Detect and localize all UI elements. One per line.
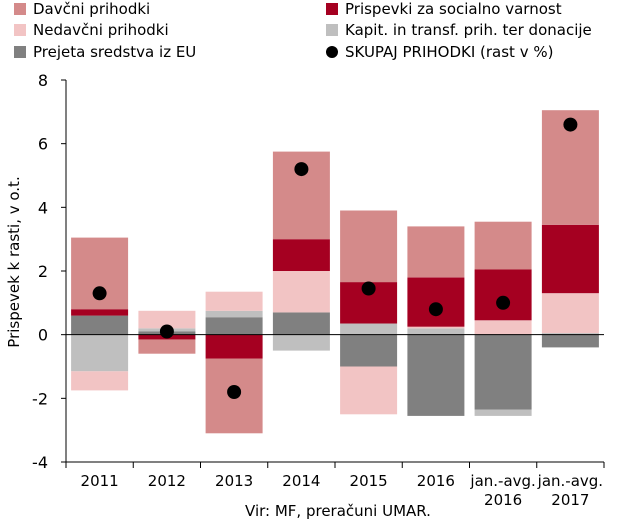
bar-segment (474, 409, 532, 416)
x-tick-label: 2015 (350, 472, 388, 490)
legend-label: Prejeta sredstva iz EU (33, 43, 196, 61)
bar-segment (272, 239, 330, 271)
bar-segment (340, 210, 398, 283)
bar-segment (541, 334, 599, 348)
x-tick-label: 2016 (417, 472, 455, 490)
x-tick-label: 2012 (148, 472, 186, 490)
legend-swatch (14, 24, 26, 36)
y-tick-label: 6 (38, 135, 48, 154)
bar-segment (205, 317, 263, 335)
x-tick-label: jan.-avg. (537, 472, 603, 490)
bar-segment (205, 334, 263, 359)
bar-segment (474, 320, 532, 335)
total-point (227, 385, 242, 399)
y-tick-label: -4 (32, 453, 48, 472)
bar-segment (474, 221, 532, 270)
total-points (92, 117, 578, 399)
bar-segment (407, 277, 465, 327)
x-tick-label-line2: 2017 (551, 491, 589, 509)
legend-item: Kapit. in transf. prih. ter donacije (326, 21, 592, 39)
legend-swatch (14, 3, 26, 15)
legend-swatch (14, 46, 26, 58)
y-tick-label: 4 (38, 198, 48, 217)
y-tick-label: 2 (38, 262, 48, 281)
bar-segment (272, 271, 330, 313)
total-point (92, 286, 107, 301)
total-point (428, 302, 443, 317)
bar-segment (340, 366, 398, 415)
y-tick-label: -2 (32, 389, 48, 408)
bar-segment (407, 334, 465, 416)
bar-segment (205, 291, 263, 311)
bar-segment (474, 269, 532, 321)
legend-item: Prispevki za socialno varnost (326, 0, 562, 18)
bar-segment (205, 310, 263, 318)
total-point (159, 324, 174, 339)
total-point (361, 281, 376, 296)
legend-item: Nedavčni prihodki (14, 21, 169, 39)
legend-item: SKUPAJ PRIHODKI (rast v %) (326, 43, 553, 61)
x-tick-label: 2013 (215, 472, 253, 490)
bar-segment (541, 333, 599, 335)
total-point (294, 162, 309, 177)
legend-label: SKUPAJ PRIHODKI (rast v %) (345, 43, 553, 61)
bar-segment (407, 226, 465, 278)
bar-segment (340, 323, 398, 335)
x-tick-label: 2014 (282, 472, 320, 490)
bar-segment (138, 310, 196, 329)
bar-segment (272, 334, 330, 351)
total-point (563, 117, 578, 132)
bar-segment (541, 293, 599, 334)
bar-segment (138, 339, 196, 354)
legend-label: Davčni prihodki (33, 0, 150, 18)
y-tick-label: 0 (38, 326, 48, 345)
bar-segment (272, 312, 330, 335)
x-tick-label: jan.-avg. (469, 472, 535, 490)
bar-segment (340, 334, 398, 367)
legend-item: Prejeta sredstva iz EU (14, 43, 196, 61)
legend-swatch (326, 3, 338, 15)
bar-segment (541, 224, 599, 294)
bar-segment (474, 334, 532, 410)
legend-label: Kapit. in transf. prih. ter donacije (345, 21, 592, 39)
legend-label: Prispevki za socialno varnost (345, 0, 562, 18)
bars (71, 110, 599, 434)
bar-segment (71, 334, 129, 372)
total-point (496, 295, 511, 310)
bar-segment (71, 371, 129, 391)
x-tick-label: 2011 (81, 472, 119, 490)
legend-marker (326, 46, 338, 58)
legend-label: Nedavčni prihodki (33, 21, 169, 39)
bar-segment (407, 326, 465, 329)
y-axis-label: Prispevek k rasti, v o.t. (5, 176, 23, 347)
y-tick-label: 8 (38, 71, 48, 90)
x-tick-label-line2: 2016 (484, 491, 522, 509)
bar-segment (71, 315, 129, 335)
legend-swatch (326, 24, 338, 36)
legend-item: Davčni prihodki (14, 0, 150, 18)
legend: Davčni prihodki Prispevki za socialno var… (14, 0, 592, 61)
source-note: Vir: MF, preračuni UMAR. (245, 502, 431, 520)
bar-segment (407, 328, 465, 335)
bar-segment (71, 309, 129, 316)
